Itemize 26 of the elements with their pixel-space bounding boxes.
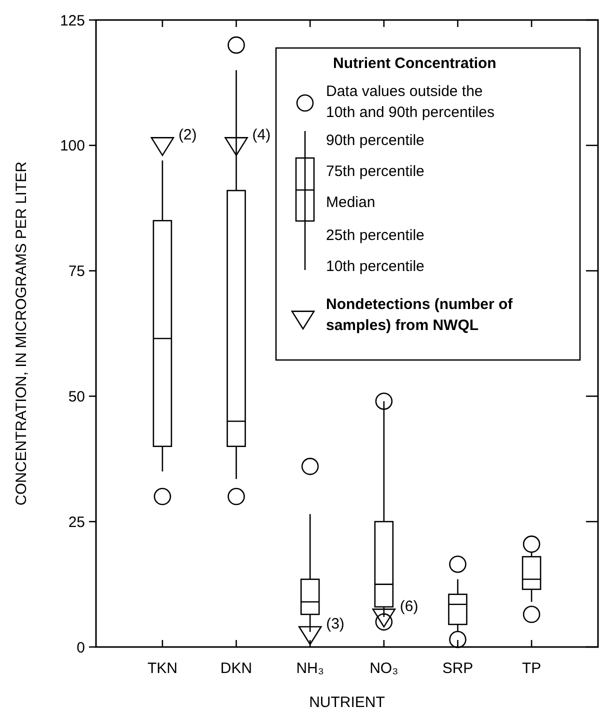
y-tick-label: 125 [60, 12, 85, 30]
x-tick-label: NH₃ [296, 660, 324, 677]
annotation: 75th percentile [326, 163, 424, 180]
y-tick-label: 0 [76, 639, 85, 656]
y-tick-label: 75 [68, 263, 85, 280]
y-tick-label: 100 [60, 138, 85, 155]
legend-label: Nondetections (number of samples) from NWQL [326, 296, 514, 334]
annotation: 25th percentile [326, 227, 424, 244]
x-tick-label: SRP [442, 660, 474, 677]
annotation: 90th percentile [326, 132, 424, 149]
y-axis-title: CONCENTRATION, IN MICROGRAMS PER LITER [13, 161, 30, 506]
annotation: 10th percentile [326, 258, 424, 275]
legend-title: Nutrient Concentration [333, 55, 496, 72]
annotation: Median [326, 194, 376, 211]
x-tick-label: TP [522, 660, 542, 677]
y-tick-label: 25 [68, 514, 85, 531]
x-axis-title: NUTRIENT [309, 694, 385, 711]
annotation: (6) [400, 598, 418, 615]
x-tick-label: NO₃ [370, 660, 398, 677]
x-tick-label: TKN [147, 660, 178, 677]
annotation: (3) [326, 615, 344, 632]
annotation: (2) [178, 126, 197, 144]
annotation: Data values outside the 10th and 90th percentiles [326, 83, 494, 121]
x-tick-label: DKN [220, 660, 252, 677]
annotation: (4) [252, 126, 271, 144]
y-tick-label: 50 [68, 388, 85, 406]
